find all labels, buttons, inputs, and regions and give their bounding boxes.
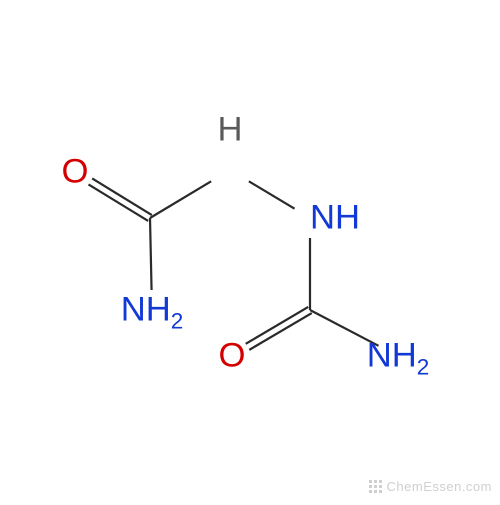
atom-N_right: NH	[310, 201, 360, 236]
atom-H_top: H	[217, 113, 242, 148]
atom-NH2_left: NH2	[121, 293, 184, 328]
watermark-text: ChemEssen.com	[387, 479, 492, 494]
bond-layer	[0, 0, 500, 500]
molecule-canvas: H NH O NH2 O NH2	[0, 0, 500, 500]
atom-O_bot: O	[219, 339, 246, 374]
grid-icon	[369, 480, 383, 494]
atom-O_left: O	[62, 155, 89, 190]
watermark: ChemEssen.com	[369, 479, 492, 494]
atom-NH2_right: NH2	[367, 339, 430, 374]
